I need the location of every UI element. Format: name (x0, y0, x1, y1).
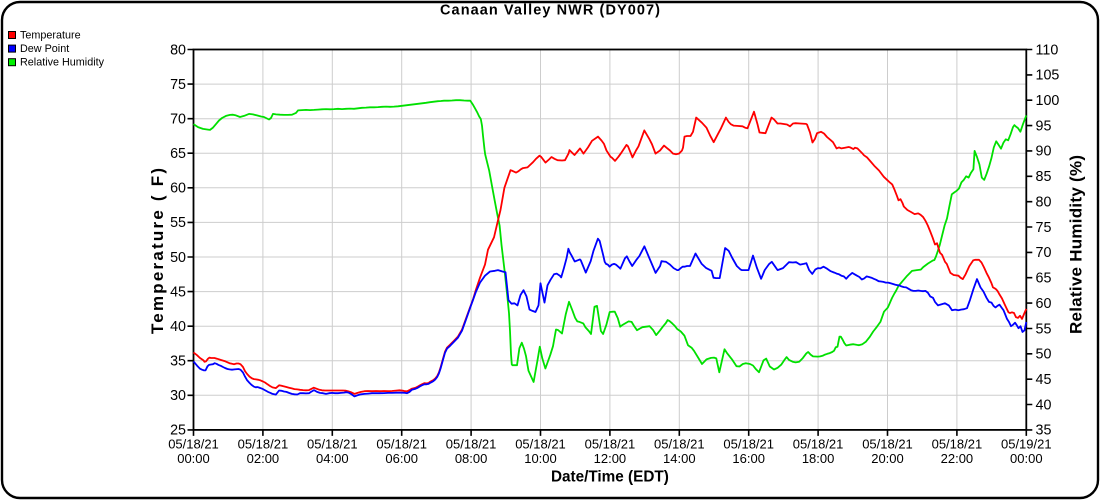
svg-text:75: 75 (170, 77, 186, 93)
svg-text:80: 80 (1036, 195, 1052, 211)
svg-text:00:00: 00:00 (1010, 451, 1043, 466)
svg-text:05/18/21: 05/18/21 (793, 437, 844, 452)
svg-text:18:00: 18:00 (802, 451, 835, 466)
svg-text:05/18/21: 05/18/21 (932, 437, 983, 452)
svg-text:05/18/21: 05/18/21 (585, 437, 636, 452)
svg-text:35: 35 (1036, 423, 1052, 439)
svg-text:06:00: 06:00 (385, 451, 418, 466)
svg-text:20:00: 20:00 (871, 451, 904, 466)
svg-text:00:00: 00:00 (177, 451, 210, 466)
svg-text:Temperature: Temperature (20, 30, 81, 42)
svg-text:Canaan Valley NWR (DY007): Canaan Valley NWR (DY007) (440, 3, 660, 19)
svg-text:12:00: 12:00 (594, 451, 627, 466)
svg-text:05/18/21: 05/18/21 (723, 437, 774, 452)
svg-text:02:00: 02:00 (247, 451, 280, 466)
svg-text:105: 105 (1036, 68, 1060, 84)
svg-text:05/18/21: 05/18/21 (654, 437, 705, 452)
svg-text:45: 45 (1036, 372, 1052, 388)
svg-text:22:00: 22:00 (941, 451, 974, 466)
svg-text:05/18/21: 05/18/21 (376, 437, 427, 452)
svg-text:110: 110 (1036, 42, 1059, 58)
svg-text:Relative Humidity: Relative Humidity (20, 57, 105, 69)
svg-text:65: 65 (170, 146, 186, 162)
svg-text:05/18/21: 05/18/21 (168, 437, 219, 452)
svg-text:40: 40 (170, 319, 186, 335)
svg-text:60: 60 (170, 181, 186, 197)
svg-text:Dew Point: Dew Point (20, 43, 69, 55)
svg-text:95: 95 (1036, 118, 1052, 134)
svg-text:05/19/21: 05/19/21 (1001, 437, 1052, 452)
svg-text:55: 55 (170, 215, 186, 231)
svg-text:70: 70 (170, 112, 186, 128)
svg-text:05/18/21: 05/18/21 (238, 437, 289, 452)
svg-text:80: 80 (170, 42, 186, 58)
svg-text:65: 65 (1036, 271, 1052, 287)
svg-text:100: 100 (1036, 93, 1060, 109)
svg-text:70: 70 (1036, 245, 1052, 261)
svg-text:16:00: 16:00 (732, 451, 765, 466)
svg-text:75: 75 (1036, 220, 1052, 236)
svg-text:60: 60 (1036, 296, 1052, 312)
svg-text:55: 55 (1036, 321, 1052, 337)
svg-text:05/18/21: 05/18/21 (515, 437, 566, 452)
svg-text:Relative Humidity (%): Relative Humidity (%) (1067, 155, 1086, 334)
svg-text:14:00: 14:00 (663, 451, 696, 466)
svg-text:85: 85 (1036, 169, 1052, 185)
svg-text:05/18/21: 05/18/21 (862, 437, 913, 452)
svg-text:50: 50 (170, 250, 186, 266)
svg-text:08:00: 08:00 (455, 451, 488, 466)
svg-text:40: 40 (1036, 397, 1052, 413)
svg-text:35: 35 (170, 354, 186, 370)
svg-text:30: 30 (170, 388, 186, 404)
svg-text:50: 50 (1036, 347, 1052, 363)
svg-text:90: 90 (1036, 144, 1052, 160)
svg-text:05/18/21: 05/18/21 (446, 437, 497, 452)
svg-text:45: 45 (170, 284, 186, 300)
svg-text:05/18/21: 05/18/21 (307, 437, 358, 452)
svg-text:Date/Time (EDT): Date/Time (EDT) (551, 468, 669, 485)
svg-text:04:00: 04:00 (316, 451, 349, 466)
svg-text:25: 25 (170, 423, 186, 439)
svg-text:10:00: 10:00 (524, 451, 557, 466)
